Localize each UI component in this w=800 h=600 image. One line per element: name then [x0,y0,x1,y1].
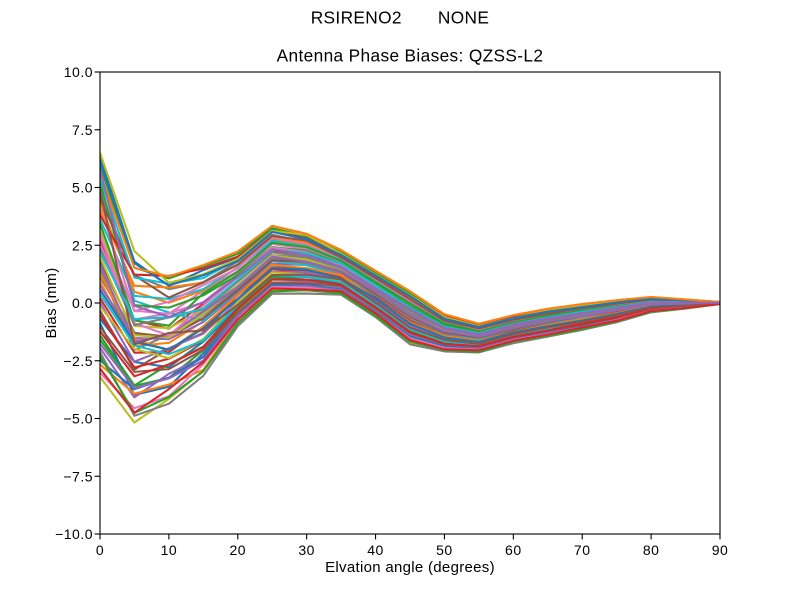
svg-text:−7.5: −7.5 [63,468,93,484]
svg-text:Antenna Phase Biases: QZSS-L2: Antenna Phase Biases: QZSS-L2 [277,46,544,66]
svg-text:−5.0: −5.0 [63,411,93,427]
svg-text:RSIRENO2 NONE: RSIRENO2 NONE [311,8,490,28]
svg-text:0.0: 0.0 [72,295,93,311]
svg-text:Bias (mm): Bias (mm) [43,267,60,338]
svg-text:10: 10 [161,542,178,558]
svg-text:90: 90 [712,542,729,558]
svg-text:Elvation angle (degrees): Elvation angle (degrees) [325,559,495,576]
svg-text:2.5: 2.5 [72,237,93,253]
svg-text:5.0: 5.0 [72,180,93,196]
svg-text:30: 30 [298,542,315,558]
svg-text:−2.5: −2.5 [63,353,93,369]
svg-text:40: 40 [367,542,384,558]
svg-text:50: 50 [436,542,453,558]
svg-text:70: 70 [574,542,591,558]
svg-text:0: 0 [96,542,104,558]
svg-text:10.0: 10.0 [64,64,93,80]
svg-text:7.5: 7.5 [72,122,93,138]
svg-text:20: 20 [229,542,246,558]
svg-text:60: 60 [505,542,522,558]
svg-text:80: 80 [643,542,660,558]
svg-text:−10.0: −10.0 [55,526,93,542]
